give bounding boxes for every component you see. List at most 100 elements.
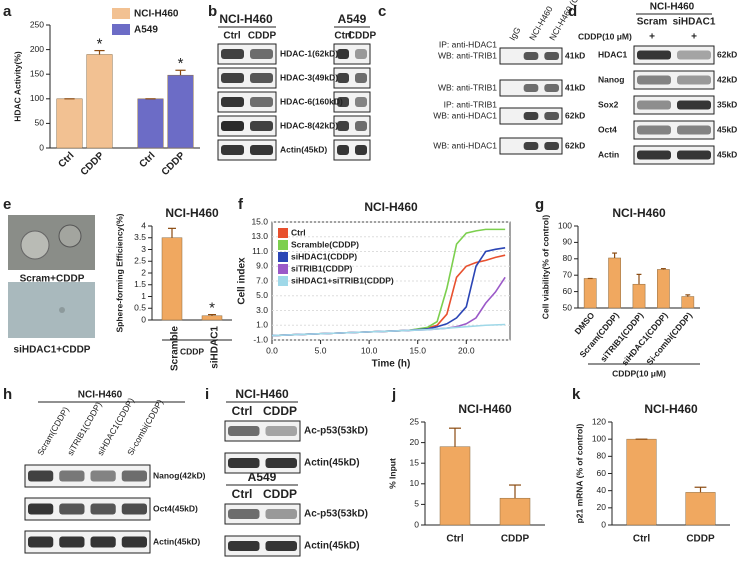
y-tick-label: 0 (39, 142, 44, 152)
protein-label: Oct4(45kD) (153, 503, 198, 513)
error-bar (685, 294, 691, 297)
blot-band (523, 52, 539, 60)
x-tick-label: CDDP (501, 534, 530, 545)
blot-band (228, 426, 260, 436)
bar (167, 74, 194, 149)
y-axis-label: p21 mRNA (% of control) (574, 423, 584, 523)
line (271, 323, 506, 337)
legend-swatch (278, 240, 288, 250)
y-tick-label: 20 (410, 437, 420, 447)
bar (657, 269, 670, 309)
protein-label: HDAC-1(62kD) (280, 48, 338, 58)
legend-swatch (112, 8, 130, 19)
y-tick-label: 20 (597, 502, 607, 512)
error-bar (208, 313, 216, 316)
y-tick-label: 4 (141, 220, 146, 230)
chart-title: NCI-H460 (612, 206, 666, 220)
panel-letter: b (208, 3, 217, 20)
blot-box (24, 464, 151, 488)
blot-band (221, 49, 244, 59)
probe-label: WB: anti-HDAC1 (433, 110, 497, 120)
error-bar (94, 49, 105, 55)
panel-letter: i (205, 386, 209, 403)
bar (632, 283, 646, 309)
size-label: 62kD (565, 140, 585, 150)
blot-band (523, 112, 539, 120)
size-label: 35kD (717, 99, 737, 109)
protein-label: Ac-p53(53kD) (304, 426, 368, 437)
y-tick-label: -1.0 (253, 334, 268, 344)
bar (439, 446, 471, 526)
blot-band (121, 470, 147, 482)
blot-band (637, 50, 671, 60)
probe-label: IP: anti-HDAC1 (439, 39, 497, 49)
blot-band (355, 73, 367, 83)
blot-band (221, 121, 244, 131)
lane-label: CDDP (248, 31, 277, 42)
y-tick-label: 50 (35, 118, 45, 128)
error-bar (175, 69, 186, 76)
y-tick-label: 11.0 (252, 246, 268, 256)
bar (86, 54, 113, 149)
panel-letter: g (535, 196, 544, 213)
y-axis-label: % Input (387, 458, 397, 489)
protein-label: Sox2 (598, 99, 619, 109)
y-tick-label: 25 (410, 416, 420, 426)
y-tick-label: 1 (141, 291, 146, 301)
y-tick-label: 5 (414, 499, 419, 509)
y-axis-label: HDAC Activity(%) (12, 51, 22, 122)
x-tick-label: CDDP (686, 534, 715, 545)
y-tick-label: 15 (410, 457, 420, 467)
blot-band (265, 426, 297, 436)
error-bar (449, 427, 461, 447)
y-tick-label: 5.0 (256, 290, 268, 300)
image-caption: Scram+CDDP (20, 274, 85, 285)
protein-label: Oct4 (598, 124, 617, 134)
bar (137, 98, 164, 149)
image-caption: siHDAC1+CDDP (14, 345, 91, 356)
blot-band (228, 509, 260, 519)
significance-mark: * (97, 36, 103, 53)
bar (626, 438, 657, 526)
blot-band (637, 150, 671, 160)
blot-band (228, 541, 260, 551)
lane-label: CDDP (348, 31, 377, 42)
blot-band (544, 142, 559, 150)
size-label: 42kD (717, 74, 737, 84)
blot-band (337, 97, 349, 107)
bar (685, 492, 716, 526)
y-tick-label: 90 (563, 237, 573, 247)
lane-label: Ctrl (232, 487, 253, 501)
blot-band (28, 470, 54, 482)
y-axis-label: Cell index (237, 257, 248, 305)
protein-label: Actin (598, 149, 619, 159)
y-tick-label: 3.0 (256, 305, 268, 315)
blot-box (24, 497, 151, 521)
group-label: CDDP(10 μM) (612, 368, 666, 378)
size-label: 41kD (565, 82, 585, 92)
blot-band (677, 75, 711, 85)
blot-band (265, 509, 297, 519)
blot-band (265, 458, 297, 468)
error-bar (694, 486, 707, 493)
blot-band (59, 470, 85, 482)
y-tick-label: 2 (141, 267, 146, 277)
blot-band (250, 121, 273, 131)
lane-label: CDDP (263, 404, 297, 418)
y-axis-label: Sphere-forming Efficiency(%) (114, 213, 124, 332)
lane-label: Scram (637, 17, 668, 28)
blot-band (637, 75, 671, 85)
legend-label: siTRIB1(CDDP) (291, 263, 353, 273)
y-tick-label: 0 (141, 314, 146, 324)
blot-box (24, 530, 151, 554)
blot-band (355, 49, 367, 59)
y-tick-label: 100 (558, 220, 572, 230)
sphere (58, 224, 82, 248)
blot-band (677, 50, 711, 60)
size-label: 45kD (717, 124, 737, 134)
blot-band (59, 536, 85, 548)
treatment-mark: + (649, 32, 655, 43)
cell-line: A549 (338, 12, 367, 26)
chart-title: NCI-H460 (364, 200, 418, 214)
